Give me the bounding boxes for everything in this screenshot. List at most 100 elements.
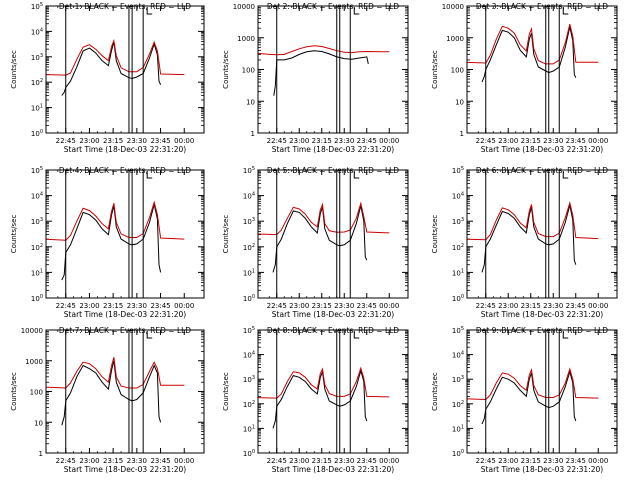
panel-title: Det 2: BLACK = Events, RED = LLD <box>267 2 399 11</box>
corner-mark <box>146 331 153 339</box>
x-axis-label: Start Time (18-Dec-03 22:31:20) <box>481 465 603 474</box>
y-tick-label: 102 <box>31 78 43 87</box>
y-axis-label: Counts/sec <box>222 50 230 89</box>
y-tick-label: 105 <box>243 166 255 175</box>
x-axis-label: Start Time (18-Dec-03 22:31:20) <box>481 310 603 319</box>
x-tick-label: 23:00 <box>289 302 309 310</box>
x-tick-label: 23:30 <box>334 302 354 310</box>
y-tick-label: 104 <box>452 351 464 360</box>
panel-title: Det 4: BLACK = Events, RED = LLD <box>59 166 191 175</box>
plot-frame <box>45 329 205 454</box>
x-tick-label: 23:30 <box>334 137 354 145</box>
y-tick-label: 103 <box>31 53 43 62</box>
y-tick-label: 105 <box>31 166 43 175</box>
y-tick-label: 103 <box>452 217 464 226</box>
x-tick-label: 23:45 <box>357 137 377 145</box>
corner-mark <box>562 331 569 339</box>
corner-mark <box>562 171 569 179</box>
y-tick-label: 101 <box>452 268 464 277</box>
x-tick-label: 23:30 <box>127 137 147 145</box>
x-tick-label: 23:30 <box>127 302 147 310</box>
y-tick-label: 10000 <box>21 327 43 335</box>
lld-series-line <box>46 357 185 389</box>
y-axis-label: Counts/sec <box>10 50 18 89</box>
x-tick-label: 00:00 <box>588 302 608 310</box>
y-tick-label: 1 <box>39 450 43 458</box>
plot-frame <box>466 329 618 454</box>
y-tick-label: 103 <box>31 217 43 226</box>
y-tick-label: 102 <box>452 400 464 409</box>
x-tick-label: 23:45 <box>150 457 170 465</box>
y-axis-label: Counts/sec <box>222 372 230 411</box>
x-tick-label: 23:15 <box>521 457 541 465</box>
y-axis-label: Counts/sec <box>222 215 230 254</box>
y-tick-label: 100 <box>451 67 464 75</box>
x-tick-label: 22:45 <box>267 302 287 310</box>
y-tick-label: 103 <box>452 375 464 384</box>
plot-frame <box>466 5 618 134</box>
y-tick-label: 100 <box>452 449 464 458</box>
x-tick-label: 23:45 <box>566 137 586 145</box>
lld-series-line <box>46 200 185 241</box>
corner-mark <box>146 171 153 179</box>
x-tick-label: 23:00 <box>79 137 99 145</box>
events-series-line <box>273 50 369 96</box>
x-tick-label: 23:00 <box>79 457 99 465</box>
x-tick-label: 22:45 <box>476 137 496 145</box>
lld-series-line <box>46 38 185 76</box>
lld-series-line <box>258 366 390 399</box>
lld-series-line <box>258 201 390 236</box>
x-tick-label: 00:00 <box>588 137 608 145</box>
y-tick-label: 102 <box>243 400 255 409</box>
y-axis-label: Counts/sec <box>431 50 439 89</box>
x-tick-label: 23:30 <box>127 457 147 465</box>
x-tick-label: 00:00 <box>174 302 194 310</box>
y-tick-label: 10000 <box>233 3 255 11</box>
panel-title: Det 5: BLACK = Events, RED = LLD <box>267 166 399 175</box>
y-tick-label: 104 <box>243 351 255 360</box>
plot-frame <box>466 169 618 299</box>
y-axis-label: Counts/sec <box>431 215 439 254</box>
y-tick-label: 100 <box>452 294 464 303</box>
x-tick-label: 23:30 <box>543 302 563 310</box>
x-tick-label: 00:00 <box>379 457 399 465</box>
x-tick-label: 23:45 <box>150 302 170 310</box>
x-tick-label: 23:15 <box>103 457 123 465</box>
y-tick-label: 100 <box>30 389 43 397</box>
y-tick-label: 100 <box>243 294 255 303</box>
y-tick-label: 101 <box>452 424 464 433</box>
x-tick-label: 23:30 <box>543 457 563 465</box>
y-tick-label: 105 <box>243 326 255 335</box>
x-tick-label: 23:00 <box>498 137 518 145</box>
plot-frame <box>257 5 409 134</box>
y-tick-label: 100 <box>243 449 255 458</box>
lld-series-line <box>467 23 599 65</box>
x-tick-label: 22:45 <box>56 457 76 465</box>
x-tick-label: 23:30 <box>543 137 563 145</box>
corner-mark <box>353 331 360 339</box>
y-tick-label: 100 <box>242 67 255 75</box>
y-tick-label: 103 <box>243 375 255 384</box>
x-axis-label: Start Time (18-Dec-03 22:31:20) <box>64 310 186 319</box>
y-tick-label: 101 <box>31 268 43 277</box>
y-tick-label: 10000 <box>442 3 464 11</box>
panel-title: Det 8: BLACK = Events, RED = LLD <box>267 326 399 335</box>
panel-title: Det 7: BLACK = Events, RED = LLD <box>59 326 191 335</box>
x-tick-label: 23:45 <box>357 302 377 310</box>
x-tick-label: 23:45 <box>566 457 586 465</box>
plot-frame <box>45 5 205 134</box>
x-tick-label: 23:45 <box>566 302 586 310</box>
y-tick-label: 100 <box>31 294 43 303</box>
panel-title: Det 1: BLACK = Events, RED = LLD <box>59 2 191 11</box>
y-tick-label: 1000 <box>446 35 464 43</box>
y-tick-label: 10 <box>455 98 464 106</box>
y-tick-label: 104 <box>452 192 464 201</box>
events-series-line <box>61 360 162 426</box>
